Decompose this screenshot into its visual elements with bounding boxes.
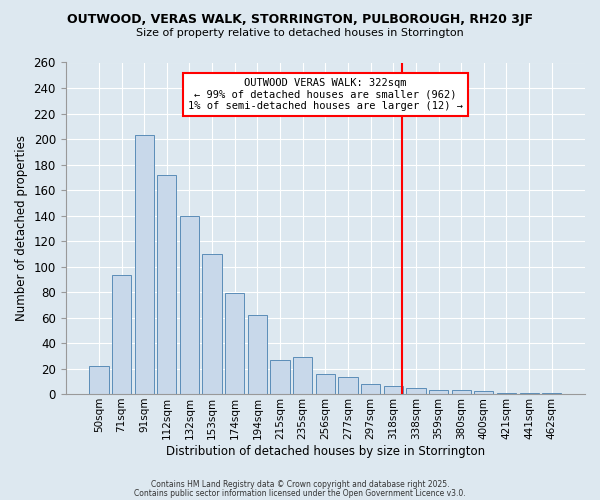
Text: Contains HM Land Registry data © Crown copyright and database right 2025.: Contains HM Land Registry data © Crown c…: [151, 480, 449, 489]
Bar: [383, 386, 403, 394]
Bar: [134, 135, 154, 394]
Text: Size of property relative to detached houses in Storrington: Size of property relative to detached ho…: [136, 28, 464, 38]
Bar: [202, 254, 222, 394]
Bar: [271, 360, 290, 394]
Bar: [180, 216, 199, 394]
Bar: [293, 357, 313, 394]
Bar: [452, 390, 471, 394]
Text: Contains public sector information licensed under the Open Government Licence v3: Contains public sector information licen…: [134, 488, 466, 498]
Bar: [316, 374, 335, 394]
Bar: [406, 388, 425, 394]
Y-axis label: Number of detached properties: Number of detached properties: [15, 136, 28, 322]
Bar: [157, 174, 176, 394]
Bar: [361, 384, 380, 394]
Bar: [338, 378, 358, 394]
Bar: [429, 390, 448, 394]
Bar: [542, 393, 562, 394]
Bar: [474, 392, 493, 394]
Bar: [497, 393, 516, 394]
X-axis label: Distribution of detached houses by size in Storrington: Distribution of detached houses by size …: [166, 444, 485, 458]
Text: OUTWOOD, VERAS WALK, STORRINGTON, PULBOROUGH, RH20 3JF: OUTWOOD, VERAS WALK, STORRINGTON, PULBOR…: [67, 12, 533, 26]
Bar: [248, 315, 267, 394]
Bar: [225, 294, 244, 394]
Bar: [89, 366, 109, 394]
Text: OUTWOOD VERAS WALK: 322sqm
← 99% of detached houses are smaller (962)
1% of semi: OUTWOOD VERAS WALK: 322sqm ← 99% of deta…: [188, 78, 463, 111]
Bar: [520, 393, 539, 394]
Bar: [112, 276, 131, 394]
